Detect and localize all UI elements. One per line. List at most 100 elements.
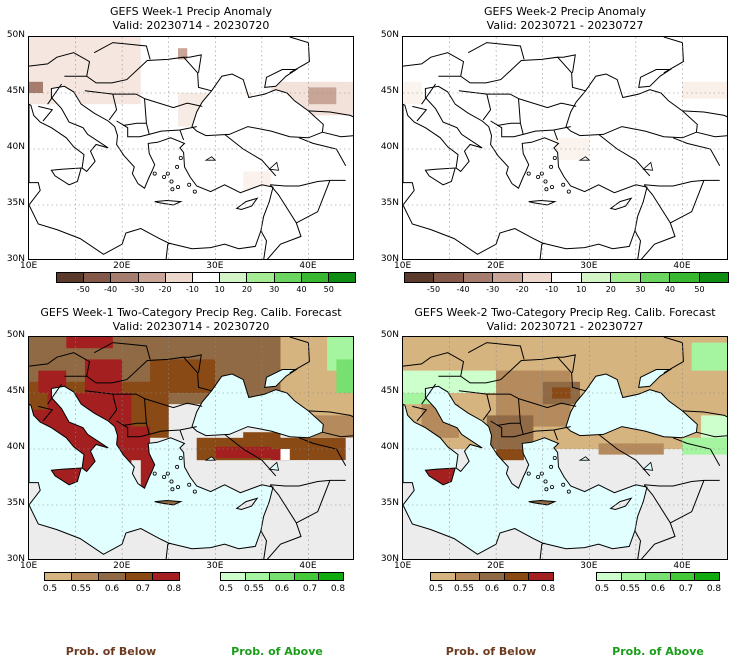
panel4-border [458,390,492,421]
panel3-border [298,437,347,467]
panel3-lon-label: 30E [206,561,224,571]
colorbar-swatch [455,573,481,580]
panel4-border [682,410,727,418]
panel3-border [289,337,310,374]
panel1-border [38,105,54,122]
prob-tick-label: 0.5 [42,584,58,594]
panel4-border [672,437,721,467]
prob-above-colorbar-2 [596,572,720,581]
panel3-border [260,530,268,559]
prob-tick-label: 0.6 [274,584,290,594]
panel3-border [179,429,185,441]
panel4-border [644,479,720,487]
panel1-lake [204,156,217,161]
panel1-border [29,52,91,77]
prob-tick-label: 0.55 [453,584,475,594]
colorbar-swatch [301,273,329,282]
colorbar-swatch [274,273,302,282]
panel1-islet [175,164,180,169]
colorbar-swatch [165,273,193,282]
anomaly-tick-label: 10 [576,285,587,294]
panel2-border [421,83,437,105]
panel3-border [308,410,353,418]
panel3-islet [175,464,180,469]
panel2-border [458,90,492,121]
panel4-islet [536,474,541,479]
prob-tick-label: 0.8 [540,584,556,594]
panel4-island-1 [609,497,633,511]
panel1-border [270,179,346,187]
footer-below-left: Prob. of Below [65,645,157,658]
panel3-map [28,336,354,560]
anomaly-tick-label: -20 [515,285,529,294]
anomaly-tick-label: -40 [456,285,470,294]
panel1-title-text: GEFS Week-1 Precip Anomaly [109,5,272,18]
panel4-islet [552,456,557,461]
panel1-island-1 [235,197,259,211]
panel3-lon-label: 10E [20,561,38,571]
panel4-sea-0 [403,385,648,555]
panel3-svg [29,337,353,559]
colorbar-swatch [153,573,179,580]
colorbar-swatch [45,573,72,580]
panel2-islet [552,156,557,161]
prob-tick-label: 0.8 [330,584,346,594]
panel3-border [165,542,171,559]
colorbar-swatch [552,273,582,282]
colorbar-swatch [597,573,622,580]
panel4-border [670,480,705,524]
panel3-border [93,342,151,360]
prob-tick-label: 0.7 [302,584,318,594]
colorbar-swatch [581,273,612,282]
panel2-border [644,179,720,187]
panel2-lon-label: 40E [673,261,691,271]
panel2-title: GEFS Week-2 Precip Anomaly Valid: 202307… [402,5,728,33]
colorbar-swatch [670,273,700,282]
panel2-islet [543,179,548,184]
panel4-lat-label: 45N [380,386,399,396]
panel4-border [421,383,437,405]
panel1-border [260,230,268,259]
anomaly-tick-label: 30 [269,285,280,294]
panel2-lon-label: 30E [580,261,598,271]
anomaly-tick-label: 30 [635,285,646,294]
footer-above-left: Prob. of Above [231,645,323,658]
panel1-island-2 [50,167,82,186]
panel1-border [298,137,347,167]
anomaly-tick-label: 40 [296,285,307,294]
panel4-border [640,484,676,559]
colorbar-swatch [493,273,523,282]
panel2-lat-label: 45N [380,86,399,96]
panel1-cell [178,48,188,60]
colorbar-swatch [138,273,166,282]
panel1-border [266,184,302,259]
panel1-border [144,98,203,109]
panel1-sea-0 [29,85,274,255]
panel4-border [518,398,571,436]
panel2-border [486,93,519,100]
panel2-border [518,98,571,136]
panel4-cell [403,393,441,405]
prob-tick-label: 0.6 [484,584,500,594]
panel3-border [144,398,197,436]
panel2-border [518,98,577,109]
colorbar-swatch [621,573,647,580]
panel4-cell [403,370,497,393]
panel2-title-text: GEFS Week-2 Precip Anomaly [483,5,646,18]
panel4-islet [526,471,531,476]
panel3-lon-label: 40E [299,561,317,571]
panel3-island-0 [154,499,183,506]
panel4-border [696,431,727,438]
panel4-islet [544,487,549,492]
panel2-islet [561,182,566,187]
panel4-border [663,337,684,374]
panel3-islet [192,489,197,494]
panel3-sea-0 [29,385,274,555]
colorbar-swatch [405,273,435,282]
panel1-border [112,93,145,100]
panel4-islet [566,489,571,494]
anomaly-tick-label: -50 [426,285,441,294]
prob-tick-label: 0.5 [594,584,610,594]
panel3-islet [178,456,183,461]
panel2-sea-1 [565,73,698,139]
